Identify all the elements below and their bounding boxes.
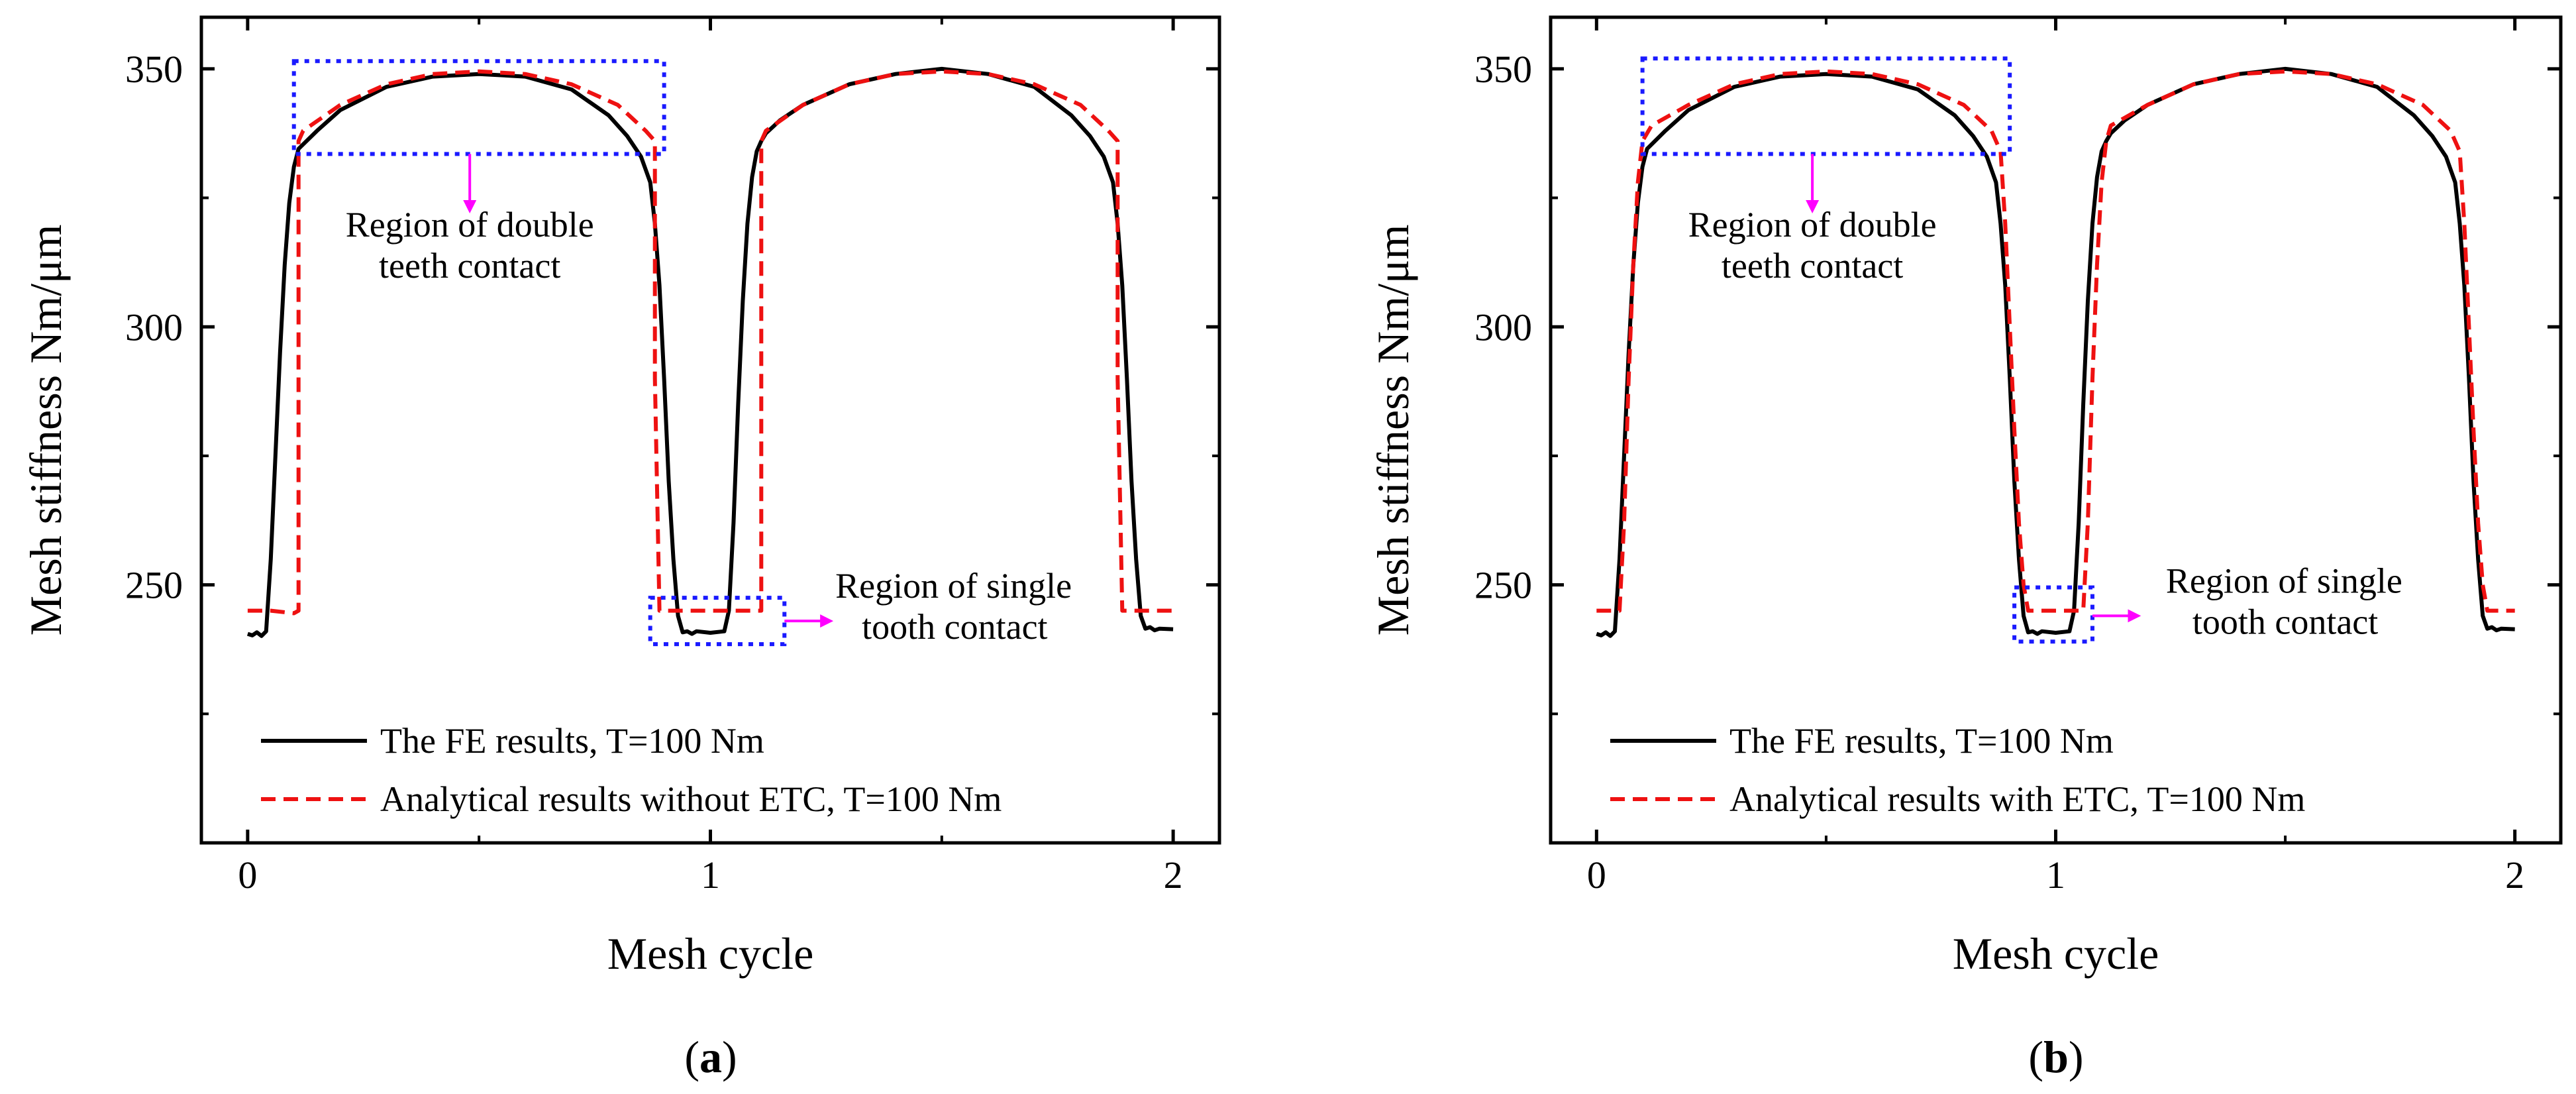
series-line-fe <box>1596 66 2515 638</box>
single-contact-annotation: Region of single tooth contact <box>2166 561 2402 641</box>
panel-label-open: ( <box>684 1032 699 1082</box>
legend-label: Analytical results without ETC, T=100 Nm <box>380 779 1002 819</box>
y-tick-label: 350 <box>125 48 183 91</box>
panel-label: (a) <box>684 1032 737 1082</box>
y-tick-label: 300 <box>125 305 183 349</box>
annotation-line: teeth contact <box>1722 246 1903 286</box>
series-line-analytical <box>247 69 1174 616</box>
double-contact-annotation: Region of double teeth contact <box>1688 205 1937 286</box>
annotation-line: Region of double <box>346 205 594 245</box>
legend-label: Analytical results with ETC, T=100 Nm <box>1729 779 2305 819</box>
x-axis-title: Mesh cycle <box>1953 928 2159 979</box>
panel-label-letter: b <box>2043 1032 2069 1082</box>
annotation-line: Region of single <box>835 566 1072 606</box>
x-tick-label: 0 <box>1587 853 1606 897</box>
x-tick-label: 2 <box>2505 853 2524 897</box>
plot-frame <box>1549 15 2563 845</box>
panel-label-close: ) <box>722 1032 737 1082</box>
y-tick-label: 250 <box>1474 564 1532 607</box>
double-contact-region-box <box>1640 56 2012 156</box>
panel-label: (b) <box>2028 1032 2083 1082</box>
x-tick-label: 2 <box>1164 853 1183 897</box>
annotation-line: tooth contact <box>862 607 1047 647</box>
x-tick-label: 0 <box>238 853 257 897</box>
double-contact-annotation: Region of double teeth contact <box>346 205 594 286</box>
y-axis-title: Mesh stiffness Nm/μm <box>1368 225 1418 636</box>
y-tick-label: 250 <box>125 564 183 607</box>
annotation-line: teeth contact <box>379 246 560 286</box>
x-axis-title: Mesh cycle <box>607 928 814 979</box>
y-tick-label: 350 <box>1474 48 1532 91</box>
double-contact-region-box <box>291 59 666 156</box>
annotation-line: Region of double <box>1688 205 1937 245</box>
panel-label-close: ) <box>2069 1032 2084 1082</box>
plot-frame <box>199 15 1221 845</box>
legend-label: The FE results, T=100 Nm <box>1729 721 2114 761</box>
legend-label: The FE results, T=100 Nm <box>380 721 764 761</box>
x-tick-label: 1 <box>2046 853 2065 897</box>
x-tick-label: 1 <box>701 853 720 897</box>
panel-label-open: ( <box>2028 1032 2043 1082</box>
single-contact-region-box <box>648 596 787 647</box>
single-contact-region-box <box>2012 585 2094 644</box>
y-tick-label: 300 <box>1474 305 1532 349</box>
panel-label-letter: a <box>699 1032 722 1082</box>
chart-panel-b: 0 1 2 250 300 350 Region of double teeth contac… <box>1368 15 2563 1082</box>
series-line-analytical <box>1596 69 2515 613</box>
y-axis-title: Mesh stiffness Nm/μm <box>21 225 71 636</box>
annotation-line: Region of single <box>2166 561 2402 600</box>
series-line-fe <box>246 66 1174 638</box>
single-contact-annotation: Region of single tooth contact <box>835 566 1072 647</box>
annotation-line: tooth contact <box>2192 602 2378 641</box>
chart-panel-a: 0 1 2 250 300 350 Region of double teeth contac… <box>21 15 1221 1082</box>
